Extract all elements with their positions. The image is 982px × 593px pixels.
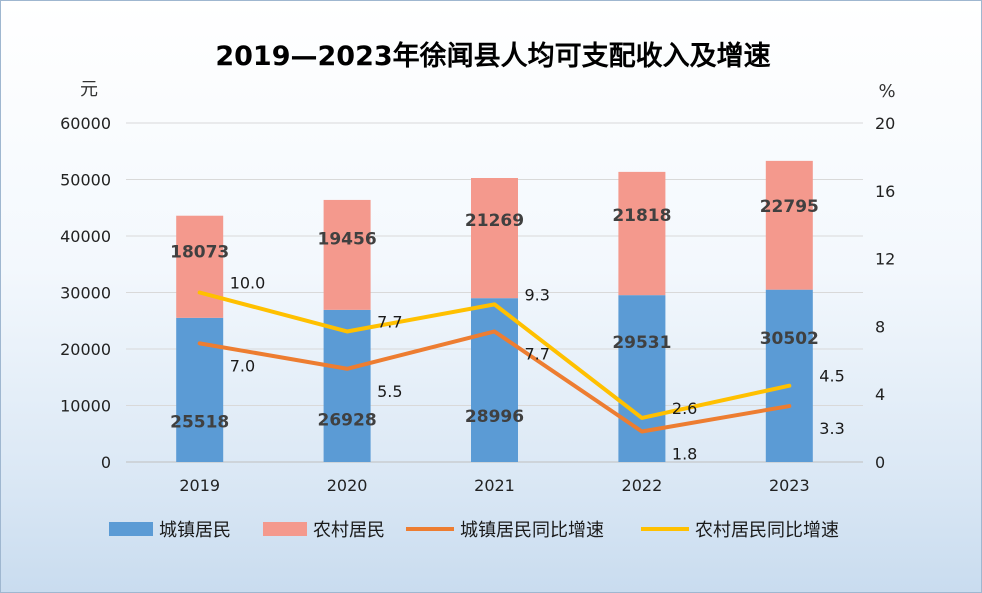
- category-label: 2019: [179, 476, 220, 495]
- bar-label-rural: 18073: [170, 242, 229, 262]
- bar-urban: [323, 309, 371, 462]
- right-axis-ticks: 0 4 8 12 16 20: [875, 114, 895, 472]
- left-tick-label: 10000: [60, 397, 111, 416]
- category-label: 2021: [474, 476, 515, 495]
- bar-label-urban: 26928: [318, 410, 377, 430]
- bar-rural: [176, 215, 224, 318]
- line-rural-growth: [197, 290, 792, 420]
- bar-label-rural: 21269: [465, 211, 524, 231]
- category-label: 2020: [327, 476, 368, 495]
- rate-label-urban: 5.5: [377, 382, 402, 401]
- right-axis-unit: %: [878, 81, 895, 102]
- bar-label-rural: 19456: [318, 229, 377, 249]
- right-tick-label: 8: [875, 317, 885, 336]
- bar-urban: [471, 298, 518, 462]
- left-tick-label: 20000: [60, 340, 111, 359]
- rate-label-urban: 1.8: [672, 444, 697, 463]
- category-label: 2023: [769, 476, 810, 495]
- bar-label-urban: 25518: [170, 413, 229, 433]
- bars: [176, 160, 813, 462]
- bar-label-rural: 22795: [760, 197, 819, 217]
- rate-label-rural: 10.0: [230, 274, 266, 293]
- rate-lines: [197, 290, 792, 434]
- bar-urban: [618, 295, 666, 462]
- left-tick-label: 50000: [60, 171, 111, 190]
- rate-label-rural: 4.5: [819, 367, 844, 386]
- right-tick-label: 4: [875, 385, 885, 404]
- legend-urban-label: 城镇居民: [159, 520, 231, 541]
- legend-rural-label: 农村居民: [313, 520, 385, 541]
- rate-label-urban: 7.7: [525, 344, 550, 363]
- bar-label-urban: 28996: [465, 407, 524, 427]
- rate-label-rural: 2.6: [672, 399, 697, 418]
- legend-urban-growth-label: 城镇居民同比增速: [460, 520, 604, 541]
- bar-rural: [765, 160, 813, 290]
- right-tick-label: 12: [875, 250, 895, 269]
- bar-label-urban: 30502: [760, 329, 819, 349]
- bar-rural: [618, 171, 666, 296]
- bar-label-urban: 29531: [612, 333, 671, 353]
- rate-label-rural: 7.7: [377, 312, 402, 331]
- left-tick-label: 40000: [60, 227, 111, 246]
- left-axis-ticks: 0 10000 20000 30000 40000 50000 60000: [60, 114, 111, 472]
- chart-title: 2019—2023年徐闻县人均可支配收入及增速: [215, 40, 770, 72]
- line-urban-growth: [197, 329, 792, 434]
- category-label: 2022: [622, 476, 663, 495]
- bar-label-rural: 21818: [612, 206, 671, 226]
- right-tick-label: 20: [875, 114, 895, 133]
- legend-rural-swatch: [263, 522, 307, 536]
- legend-rural-growth-label: 农村居民同比增速: [695, 520, 839, 541]
- legend: 城镇居民 农村居民 城镇居民同比增速 农村居民同比增速: [109, 520, 839, 541]
- legend-urban-swatch: [109, 522, 153, 536]
- left-tick-label: 0: [101, 453, 111, 472]
- bar-rural: [323, 199, 371, 310]
- right-tick-label: 0: [875, 453, 885, 472]
- left-tick-label: 60000: [60, 114, 111, 133]
- bar-rural: [471, 178, 518, 299]
- category-labels: 2019 2020 2021 2022 2023: [179, 476, 809, 495]
- left-tick-label: 30000: [60, 284, 111, 303]
- rate-label-urban: 7.0: [230, 356, 255, 375]
- left-axis-unit: 元: [80, 79, 98, 100]
- rate-label-rural: 9.3: [525, 285, 550, 304]
- data-labels: 25518 18073 26928 19456 28996 21269 29531 21818…: [170, 197, 845, 464]
- bar-urban: [176, 317, 224, 462]
- bar-urban: [765, 289, 813, 462]
- right-tick-label: 16: [875, 182, 895, 201]
- rate-label-urban: 3.3: [819, 419, 844, 438]
